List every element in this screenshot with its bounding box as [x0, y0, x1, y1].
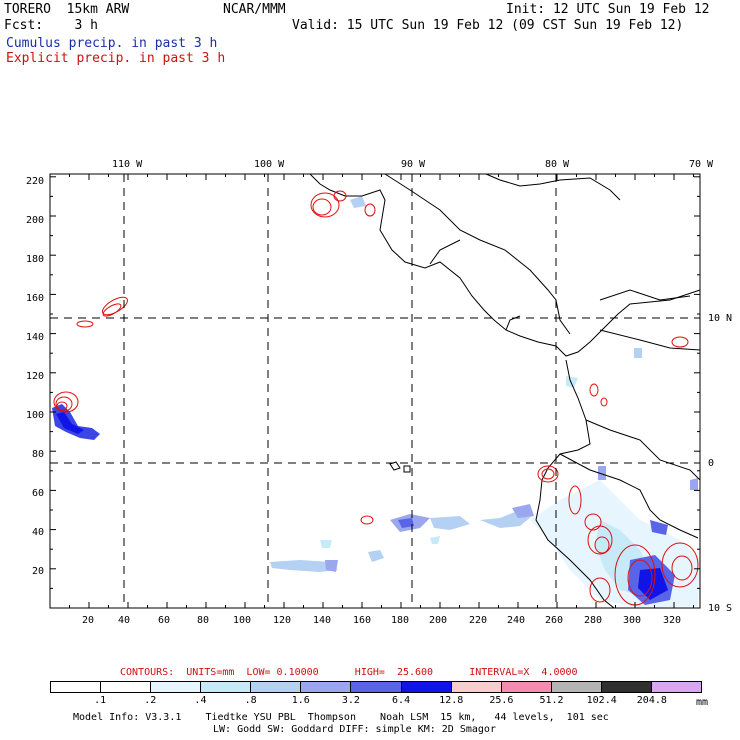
y-label: 180	[26, 254, 45, 265]
y-label: 40	[32, 527, 45, 538]
model-title: TORERO 15km ARW	[4, 2, 130, 17]
legend-swatch	[201, 682, 252, 692]
y-label: 200	[26, 215, 45, 226]
legend-swatch	[501, 682, 552, 692]
explicit-precip-label: Explicit precip. in past 3 h	[6, 51, 226, 66]
cuba	[599, 289, 691, 301]
legend-unit: mm	[696, 697, 709, 708]
legend-level-label: 12.8	[439, 695, 464, 706]
x-label: 120	[273, 615, 292, 626]
cumulus-precip-label: Cumulus precip. in past 3 h	[6, 36, 218, 51]
coastline-mexico	[309, 173, 701, 357]
x-label: 40	[118, 615, 131, 626]
y-label: 20	[32, 566, 45, 577]
legend-level-label: 102.4	[586, 695, 617, 706]
contour-info: CONTOURS: UNITS=mm LOW= 0.10000 HIGH= 25…	[120, 667, 578, 678]
legend-level-label: .4	[194, 695, 207, 706]
explicit-precip-contours	[53, 190, 699, 606]
cumulus-area-central	[270, 560, 338, 572]
x-label: 240	[507, 615, 526, 626]
legend-level-label: 3.2	[341, 695, 360, 706]
lon-label-100w: 100 W	[254, 159, 285, 170]
legend-swatch	[351, 682, 402, 692]
x-label: 160	[353, 615, 372, 626]
andes-border	[585, 419, 701, 481]
graticule	[50, 174, 700, 608]
south-america-border	[599, 329, 701, 351]
x-label: 320	[663, 615, 682, 626]
init-time: Init: 12 UTC Sun 19 Feb 12	[506, 2, 710, 17]
legend-level-label: .1	[94, 695, 107, 706]
y-label: 160	[26, 293, 45, 304]
x-label: 20	[82, 615, 95, 626]
costa-rica-border	[505, 315, 521, 331]
legend-swatch	[151, 682, 202, 692]
legend-swatch	[401, 682, 452, 692]
legend-level-label: 25.6	[489, 695, 514, 706]
yucatan	[485, 173, 621, 201]
x-label: 60	[158, 615, 171, 626]
legend-level-label: 51.2	[539, 695, 564, 706]
y-label: 120	[26, 371, 45, 382]
lon-label-70w: 70 W	[689, 159, 714, 170]
lat-label-10n: 10 N	[708, 313, 733, 324]
x-label: 80	[197, 615, 210, 626]
x-label: 280	[584, 615, 603, 626]
x-label: 180	[391, 615, 410, 626]
land-borders	[309, 173, 701, 609]
lon-label-90w: 90 W	[401, 159, 426, 170]
x-label: 260	[545, 615, 564, 626]
x-label: 220	[469, 615, 488, 626]
legend-level-label: .2	[144, 695, 157, 706]
peru-border	[559, 453, 699, 539]
y-label: 100	[26, 410, 45, 421]
map-frame	[49, 173, 701, 609]
lat-label-10s: 10 S	[708, 603, 733, 614]
y-label: 60	[32, 488, 45, 499]
legend-level-label: .8	[244, 695, 257, 706]
legend-swatch	[251, 682, 302, 692]
lon-label-110w: 110 W	[112, 159, 143, 170]
lon-label-80w: 80 W	[545, 159, 570, 170]
y-label: 140	[26, 332, 45, 343]
legend-swatch	[51, 682, 102, 692]
coastline-caribbean	[384, 173, 571, 335]
y-label: 220	[26, 176, 45, 187]
x-label: 100	[233, 615, 252, 626]
legend-swatch	[601, 682, 652, 692]
x-label: 200	[429, 615, 448, 626]
legend-swatch	[651, 682, 702, 692]
legend-swatch	[451, 682, 502, 692]
model-info: Model Info: V3.3.1 Tiedtke YSU PBL Thomp…	[73, 712, 609, 723]
legend-level-label: 6.4	[392, 695, 411, 706]
legend-swatch	[551, 682, 602, 692]
lat-label-0: 0	[708, 458, 715, 469]
cumulus-area-west-core	[56, 412, 84, 434]
x-label: 140	[313, 615, 332, 626]
legend-level-label: 204.8	[636, 695, 667, 706]
y-label: 80	[32, 449, 45, 460]
axis-ticks	[49, 174, 700, 609]
legend-swatch	[101, 682, 152, 692]
legend-swatch	[301, 682, 352, 692]
colombia-coast	[535, 359, 615, 609]
legend-level-label: 1.6	[291, 695, 310, 706]
model-physics: LW: Godd SW: Goddard DIFF: simple KM: 2D…	[213, 724, 496, 735]
color-legend-bar	[50, 681, 702, 693]
valid-time: Valid: 15 UTC Sun 19 Feb 12 (09 CST Sun …	[292, 18, 684, 33]
guatemala-border	[429, 239, 461, 265]
x-label: 300	[623, 615, 642, 626]
organization-label: NCAR/MMM	[223, 2, 286, 17]
forecast-hour: Fcst: 3 h	[4, 18, 98, 33]
cumulus-precip-shading	[52, 196, 700, 608]
